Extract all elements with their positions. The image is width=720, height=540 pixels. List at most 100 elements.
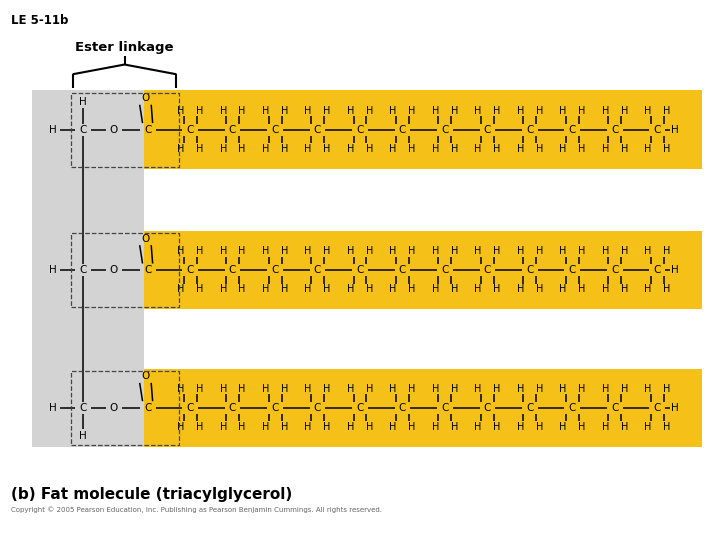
Text: H: H [644,144,652,153]
Text: H: H [177,422,184,431]
Text: C: C [484,125,491,134]
Text: C: C [271,125,279,134]
Text: H: H [536,106,543,116]
Text: H: H [390,144,397,153]
Text: H: H [536,384,543,394]
Text: H: H [602,384,609,394]
Text: H: H [578,144,585,153]
Text: H: H [451,384,458,394]
Text: H: H [79,431,86,441]
Text: H: H [408,384,415,394]
Text: H: H [238,384,246,394]
Text: C: C [441,265,449,275]
Text: H: H [621,384,628,394]
Text: H: H [220,384,227,394]
Text: C: C [611,265,618,275]
Text: C: C [144,403,151,413]
Text: H: H [578,106,585,116]
Text: C: C [654,403,661,413]
Text: H: H [474,284,482,294]
Text: H: H [517,106,524,116]
Text: H: H [672,125,679,134]
Text: O: O [141,234,150,244]
Text: H: H [517,284,524,294]
Text: C: C [79,265,86,275]
Text: H: H [621,144,628,153]
Text: H: H [451,144,458,153]
Text: H: H [196,246,203,256]
Text: H: H [536,284,543,294]
Text: H: H [644,422,652,431]
Text: H: H [366,144,373,153]
Text: C: C [356,403,364,413]
Text: H: H [305,422,312,431]
Text: H: H [493,144,500,153]
Text: H: H [281,384,288,394]
Text: H: H [517,422,524,431]
Text: H: H [220,106,227,116]
Text: H: H [177,284,184,294]
Text: C: C [399,403,406,413]
Text: H: H [238,106,246,116]
Bar [71,370,179,445]
Text: H: H [517,144,524,153]
Text: H: H [602,106,609,116]
Text: H: H [347,422,354,431]
Text: H: H [305,246,312,256]
Text: H: H [663,106,670,116]
Text: C: C [186,265,194,275]
Text: H: H [602,422,609,431]
Text: H: H [536,246,543,256]
Text: C: C [271,265,279,275]
Text: C: C [79,125,86,134]
Text: H: H [281,284,288,294]
Text: C: C [654,265,661,275]
Text: H: H [536,144,543,153]
Bar [32,90,144,447]
Text: H: H [451,422,458,431]
Text: H: H [79,97,86,106]
Text: H: H [281,144,288,153]
Text: H: H [578,246,585,256]
Text: H: H [347,144,354,153]
Text: H: H [408,422,415,431]
Text: H: H [262,106,269,116]
Text: H: H [644,106,652,116]
Text: H: H [347,106,354,116]
Text: H: H [323,106,330,116]
Text: O: O [141,372,150,381]
Text: H: H [432,246,439,256]
Text: H: H [451,284,458,294]
Text: H: H [432,106,439,116]
Bar [71,92,179,166]
Text: H: H [366,106,373,116]
Text: H: H [432,384,439,394]
Text: H: H [432,422,439,431]
Text: H: H [323,384,330,394]
Text: C: C [484,265,491,275]
Text: H: H [281,246,288,256]
Text: C: C [526,265,534,275]
Text: C: C [526,125,534,134]
Text: H: H [238,246,246,256]
Text: H: H [262,284,269,294]
Text: C: C [569,403,576,413]
Text: H: H [196,422,203,431]
Text: H: H [196,384,203,394]
Text: H: H [177,246,184,256]
Text: H: H [390,284,397,294]
Text: H: H [432,284,439,294]
Text: H: H [578,422,585,431]
Text: H: H [196,106,203,116]
Text: H: H [493,422,500,431]
Text: O: O [109,403,118,413]
Text: H: H [559,384,567,394]
Text: H: H [621,284,628,294]
Text: O: O [109,265,118,275]
Text: H: H [451,106,458,116]
Text: C: C [569,265,576,275]
Text: H: H [238,422,246,431]
Text: H: H [451,246,458,256]
Text: H: H [408,284,415,294]
Text: H: H [49,265,56,275]
